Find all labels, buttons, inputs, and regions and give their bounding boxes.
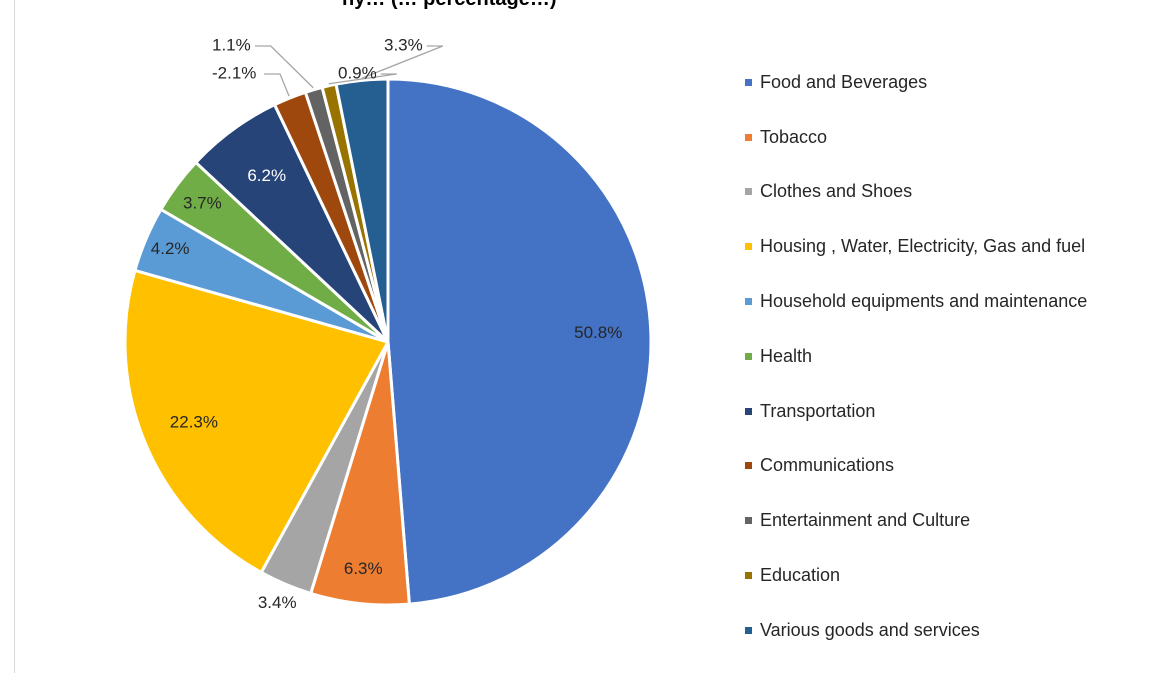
legend-item-education: Education: [745, 548, 1087, 603]
legend: Food and Beverages Tobacco Clothes and Sho…: [745, 55, 1087, 658]
chart-area: [14, 0, 1157, 673]
legend-label: Health: [760, 345, 813, 366]
legend-swatch: [745, 517, 752, 525]
data-label-food-and-beverages: 50.8%: [574, 323, 622, 342]
legend-label: Tobacco: [760, 126, 828, 147]
data-label-health: 3.7%: [183, 193, 222, 212]
data-label-household-equipments-and-maintenance: 4.2%: [151, 239, 190, 258]
legend-label: Housing , Water, Electricity, Gas and fu…: [760, 236, 1086, 257]
chart-title: hy… (… percentage…): [342, 0, 556, 11]
data-label-housing-water-electricity-gas-and-fuel: 22.3%: [170, 413, 218, 432]
slice-various-goods-and-services: [334, 77, 390, 344]
legend-item-health: Health: [745, 329, 1087, 384]
leader-lines: [254, 45, 444, 97]
legend-swatch: [745, 188, 752, 196]
data-label-entertainment-and-culture: 1.1%: [212, 35, 251, 54]
slice-food-and-beverages: [386, 77, 653, 606]
data-label-communications: -2.1%: [212, 63, 256, 82]
legend-swatch: [745, 352, 752, 360]
legend-swatch: [745, 407, 752, 415]
legend-item-food-and-beverages: Food and Beverages: [745, 55, 1087, 110]
legend-label: Household equipments and maintenance: [760, 291, 1088, 312]
legend-item-household-equipments-and-maintenance: Household equipments and maintenance: [745, 274, 1087, 329]
leader-line-communications: [264, 73, 290, 97]
leader-line-various-goods-and-services: [361, 45, 444, 79]
legend-swatch: [745, 462, 752, 470]
data-label-education: 0.9%: [338, 63, 377, 82]
legend-item-housing-water-electricity-gas-and-fuel: Housing , Water, Electricity, Gas and fu…: [745, 219, 1087, 274]
legend-item-tobacco: Tobacco: [745, 110, 1087, 165]
slices-layer: [123, 77, 653, 607]
leader-line-education: [328, 73, 397, 85]
legend-swatch: [745, 298, 752, 306]
legend-label: Various goods and services: [760, 619, 980, 640]
legend-swatch: [745, 133, 752, 141]
legend-item-various-goods-and-services: Various goods and services: [745, 603, 1087, 658]
legend-label: Education: [760, 565, 841, 586]
legend-item-transportation: Transportation: [745, 384, 1087, 439]
data-label-transportation: 6.2%: [247, 166, 286, 185]
data-label-clothes-and-shoes: 3.4%: [258, 593, 297, 612]
legend-item-communications: Communications: [745, 439, 1087, 494]
slice-housing-water-electricity-gas-and-fuel: [123, 268, 390, 574]
pie-chart: 50.8% 6.3% 3.4% 22.3% 4.2% 3.7% 6.2% -2.1% 1.1% 0…: [123, 35, 653, 612]
legend-label: Clothes and Shoes: [760, 181, 913, 202]
legend-label: Food and Beverages: [760, 71, 928, 92]
legend-swatch: [745, 626, 752, 634]
legend-swatch: [745, 572, 752, 580]
leader-line-entertainment-and-culture: [254, 45, 314, 89]
legend-label: Transportation: [760, 400, 876, 421]
legend-item-clothes-and-shoes: Clothes and Shoes: [745, 165, 1087, 220]
data-label-various-goods-and-services: 3.3%: [384, 35, 423, 54]
data-labels: 50.8% 6.3% 3.4% 22.3% 4.2% 3.7% 6.2% -2.1% 1.1% 0…: [151, 35, 623, 612]
data-label-tobacco: 6.3%: [344, 559, 383, 578]
legend-swatch: [745, 243, 752, 251]
legend-item-entertainment-and-culture: Entertainment and Culture: [745, 493, 1087, 548]
legend-label: Entertainment and Culture: [760, 510, 971, 531]
legend-swatch: [745, 78, 752, 86]
legend-label: Communications: [760, 455, 895, 476]
